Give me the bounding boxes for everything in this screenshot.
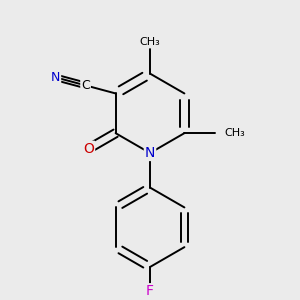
Text: N: N <box>145 146 155 160</box>
Text: O: O <box>83 142 94 156</box>
Text: CH₃: CH₃ <box>140 38 160 47</box>
Text: N: N <box>51 71 60 84</box>
Text: C: C <box>81 79 90 92</box>
Text: CH₃: CH₃ <box>224 128 245 138</box>
Text: F: F <box>146 284 154 298</box>
